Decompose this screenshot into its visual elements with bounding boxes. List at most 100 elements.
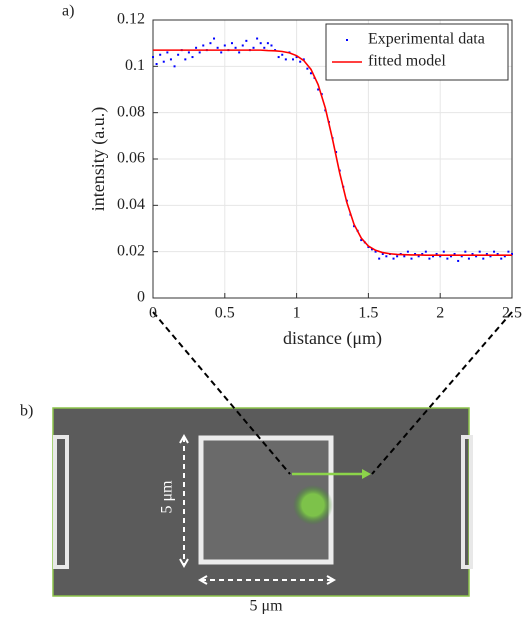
data-point [299, 60, 302, 63]
data-point [152, 56, 154, 59]
data-point [378, 257, 381, 260]
data-point [374, 250, 377, 253]
y-tick-label: 0 [137, 289, 145, 306]
data-point [421, 252, 424, 255]
data-point [335, 151, 338, 154]
data-point [281, 53, 284, 56]
data-point [259, 42, 262, 45]
data-point [493, 250, 496, 253]
x-tick-label: 0.5 [215, 305, 235, 322]
data-point [410, 257, 413, 260]
data-point [177, 53, 180, 56]
data-point [446, 257, 449, 260]
data-point [209, 42, 212, 45]
data-point [467, 257, 470, 260]
data-point [220, 51, 223, 54]
data-point [396, 255, 399, 258]
data-point [159, 53, 162, 56]
y-tick-label: 0.04 [117, 196, 145, 213]
data-point [241, 44, 244, 47]
data-point [417, 255, 420, 258]
data-point [252, 46, 255, 49]
data-point [216, 46, 219, 49]
panel-label: b) [20, 403, 33, 420]
data-point [306, 67, 309, 70]
data-point [385, 255, 388, 258]
data-point [270, 44, 273, 47]
data-point [238, 51, 241, 54]
data-point [367, 246, 370, 249]
micrograph [52, 311, 513, 597]
plot-frame [152, 19, 513, 299]
data-point [230, 42, 233, 45]
scale-label: 5 μm [249, 598, 283, 615]
legend-symbol [346, 39, 348, 41]
data-point [435, 252, 438, 255]
x-tick-label: 1.5 [358, 305, 378, 322]
data-point [256, 37, 259, 40]
data-point [485, 252, 488, 255]
data-point [234, 46, 237, 49]
data-point [317, 88, 320, 91]
data-point [191, 56, 194, 59]
data-point [198, 51, 201, 54]
data-point [202, 44, 205, 47]
data-point [381, 252, 384, 255]
y-tick-label: 0.12 [117, 11, 145, 28]
y-tick-label: 0.06 [117, 150, 145, 167]
data-point [370, 248, 373, 251]
x-tick-label: 1 [293, 305, 301, 322]
data-point [277, 56, 280, 59]
data-point [266, 42, 269, 45]
x-axis-label: distance (μm) [283, 328, 382, 349]
y-tick-label: 0.08 [117, 103, 145, 120]
data-point [403, 255, 406, 258]
data-point [475, 255, 478, 258]
data-point [424, 250, 427, 253]
x-tick-label: 0 [149, 305, 157, 322]
data-point [432, 255, 435, 258]
legend-label: fitted model [368, 53, 446, 70]
data-point [302, 58, 305, 61]
data-point [442, 250, 445, 253]
data-point [155, 63, 158, 66]
data-point [439, 255, 442, 258]
data-point [245, 39, 248, 42]
data-point [162, 60, 165, 63]
legend-box [325, 23, 509, 81]
data-point [187, 51, 190, 54]
data-point [478, 250, 481, 253]
panel-label: a) [62, 3, 74, 20]
data-point [471, 252, 474, 255]
legend-label: Experimental data [368, 31, 485, 48]
data-point [173, 65, 176, 68]
data-point [500, 257, 503, 260]
data-point [507, 250, 510, 253]
data-point [213, 37, 216, 40]
data-point [166, 51, 169, 54]
data-point [223, 44, 226, 47]
data-point [496, 252, 499, 255]
data-point [195, 46, 198, 49]
data-point [464, 250, 467, 253]
data-point [428, 257, 431, 260]
data-point [482, 257, 485, 260]
scale-label: 5 μm [159, 480, 176, 514]
data-point [295, 56, 298, 59]
x-tick-label: 2.5 [502, 305, 522, 322]
data-point [292, 58, 295, 61]
y-axis-label: intensity (a.u.) [88, 107, 109, 211]
data-point [284, 58, 287, 61]
x-tick-label: 2 [436, 305, 444, 322]
data-point [457, 259, 460, 262]
data-point [511, 252, 513, 255]
fit-line [153, 49, 512, 256]
data-point [414, 252, 417, 255]
data-point [360, 239, 363, 242]
data-point [309, 72, 312, 75]
data-point [449, 255, 452, 258]
data-point [453, 252, 456, 255]
data-point [392, 257, 395, 260]
